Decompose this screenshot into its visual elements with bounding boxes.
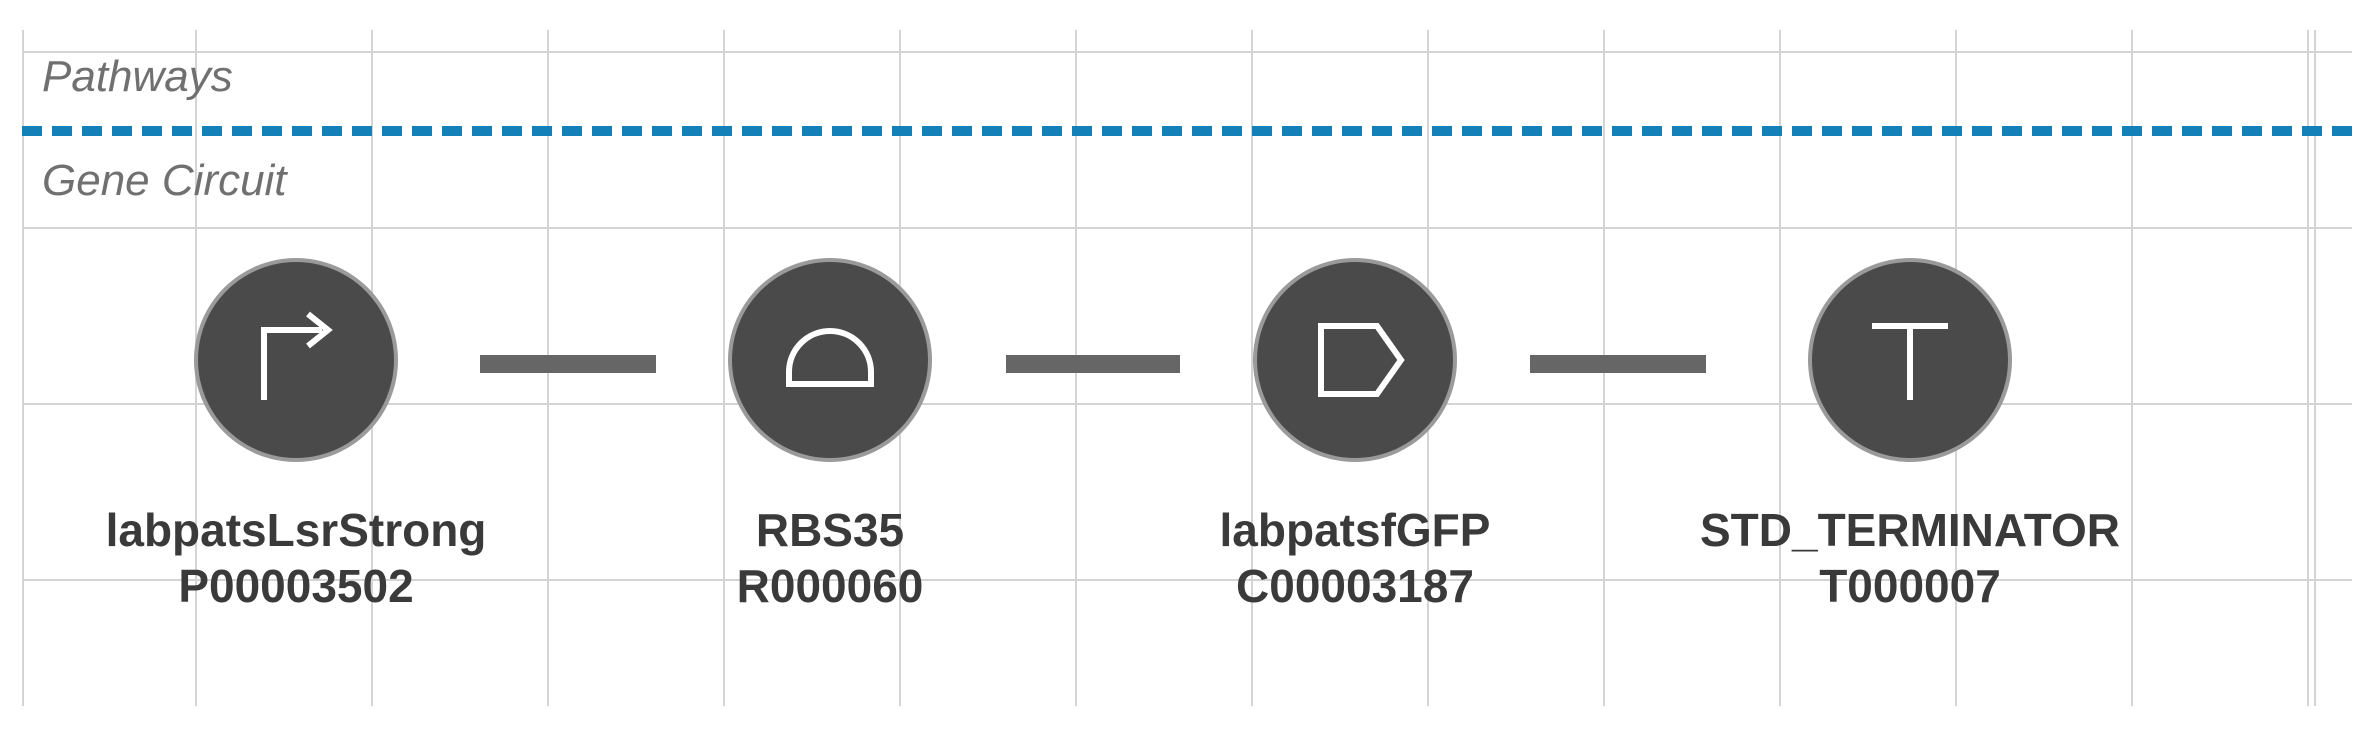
rbs-icon bbox=[786, 328, 874, 387]
part-id: P00003502 bbox=[178, 560, 414, 612]
part-name: RBS35 bbox=[755, 504, 905, 556]
connector-line bbox=[1006, 355, 1180, 373]
part-name: STD_TERMINATOR bbox=[1700, 504, 2120, 556]
part-id: R000060 bbox=[736, 560, 924, 612]
part-caption: labpatsLsrStrong P00003502 bbox=[36, 502, 556, 614]
cds-icon bbox=[1318, 323, 1405, 397]
grid-edge-right bbox=[2314, 30, 2316, 706]
promoter-icon bbox=[261, 311, 333, 400]
part-node-terminator[interactable] bbox=[1812, 262, 2008, 458]
part-name: labpatsfGFP bbox=[1219, 504, 1491, 556]
connector-line bbox=[1530, 355, 1706, 373]
part-node-rbs[interactable] bbox=[732, 262, 928, 458]
part-node-promoter[interactable] bbox=[198, 262, 394, 458]
lane-label-gene-circuit: Gene Circuit bbox=[42, 156, 287, 205]
part-caption: RBS35 R000060 bbox=[570, 502, 1090, 614]
grid-edge-left bbox=[22, 30, 24, 706]
part-id: C00003187 bbox=[1236, 560, 1474, 612]
part-caption: STD_TERMINATOR T000007 bbox=[1650, 502, 2170, 614]
part-node-cds[interactable] bbox=[1257, 262, 1453, 458]
connector-line bbox=[480, 355, 656, 373]
part-name: labpatsLsrStrong bbox=[105, 504, 487, 556]
lane-divider bbox=[22, 126, 2352, 136]
part-id: T000007 bbox=[1819, 560, 2001, 612]
part-caption: labpatsfGFP C00003187 bbox=[1095, 502, 1615, 614]
terminator-icon bbox=[1872, 323, 1948, 400]
lane-label-pathways: Pathways bbox=[42, 52, 233, 101]
